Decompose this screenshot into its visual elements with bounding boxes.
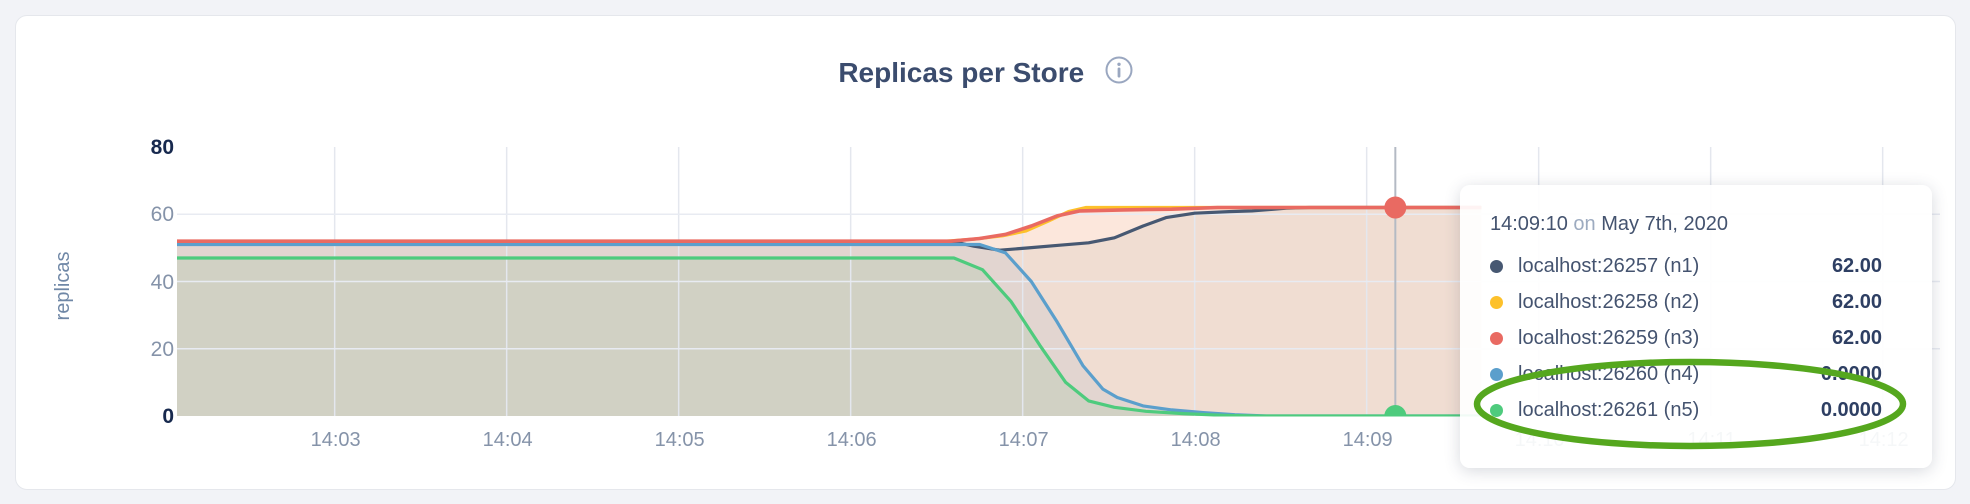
area-localhost:26259 (n3) <box>177 207 1482 416</box>
tooltip-row: localhost:26257 (n1) 62.00 <box>1490 248 1882 284</box>
area-localhost:26260 (n4) <box>177 244 1482 416</box>
tooltip-row: localhost:26259 (n3) 62.00 <box>1490 320 1882 356</box>
series-value: 62.00 <box>1831 290 1882 313</box>
series-value: 0.0000 <box>1820 398 1882 421</box>
tooltip-legend-rows: localhost:26257 (n1) 62.00 localhost:26258… <box>1490 248 1882 428</box>
y-tick-40: 40 <box>150 270 174 294</box>
tooltip-row: localhost:26261 (n5) 0.0000 <box>1490 392 1882 428</box>
x-tick-1409: 14:09 <box>1342 429 1393 451</box>
x-tick-1408: 14:08 <box>1170 429 1221 451</box>
x-tick-1403: 14:03 <box>310 429 361 451</box>
series-color-dot <box>1490 403 1503 417</box>
y-tick-60: 60 <box>150 203 174 227</box>
tooltip-row: localhost:26258 (n2) 62.00 <box>1490 284 1882 320</box>
tooltip-date: May 7th, 2020 <box>1601 213 1728 235</box>
tooltip-time: 14:09:10 <box>1490 213 1568 235</box>
area-localhost:26257 (n1) <box>177 207 1482 416</box>
info-circle-icon[interactable] <box>1105 56 1133 89</box>
y-tick-0: 0 <box>162 405 174 428</box>
hover-dot-localhost:26259 (n3) <box>1384 196 1407 219</box>
x-tick-1406: 14:06 <box>826 429 877 451</box>
area-localhost:26261 (n5) <box>177 258 1482 416</box>
x-tick-1405: 14:05 <box>654 429 705 451</box>
series-label: localhost:26259 (n3) <box>1518 326 1700 349</box>
series-color-dot <box>1490 367 1503 381</box>
tooltip-on-word: on <box>1573 213 1596 235</box>
series-color-dot <box>1490 295 1503 309</box>
series-value: 62.00 <box>1831 326 1882 349</box>
line-localhost:26259 (n3) <box>177 205 1482 243</box>
series-value: 62.00 <box>1831 254 1882 277</box>
area-localhost:26258 (n2) <box>177 207 1482 416</box>
x-tick-1404: 14:04 <box>482 429 533 451</box>
chart-title: Replicas per Store <box>838 56 1085 88</box>
series-color-dot <box>1490 331 1503 345</box>
series-color-dot <box>1490 259 1503 273</box>
tooltip-timestamp: 14:09:10 on May 7th, 2020 <box>1490 213 1882 236</box>
series-label: localhost:26257 (n1) <box>1518 254 1700 277</box>
y-tick-20: 20 <box>150 337 174 361</box>
chart-header: Replicas per Store <box>16 56 1955 89</box>
hover-dot-localhost:26261 (n5) <box>1384 405 1407 417</box>
line-localhost:26261 (n5) <box>177 256 1482 417</box>
series-label: localhost:26260 (n4) <box>1518 362 1700 385</box>
series-label: localhost:26258 (n2) <box>1518 290 1700 313</box>
y-tick-80: 80 <box>150 136 174 159</box>
series-label: localhost:26261 (n5) <box>1518 398 1700 421</box>
tooltip-row: localhost:26260 (n4) 0.0000 <box>1490 356 1882 392</box>
hover-tooltip: 14:09:10 on May 7th, 2020 localhost:2625… <box>1460 185 1932 468</box>
series-value: 0.0000 <box>1820 362 1882 385</box>
x-tick-1407: 14:07 <box>998 429 1049 451</box>
